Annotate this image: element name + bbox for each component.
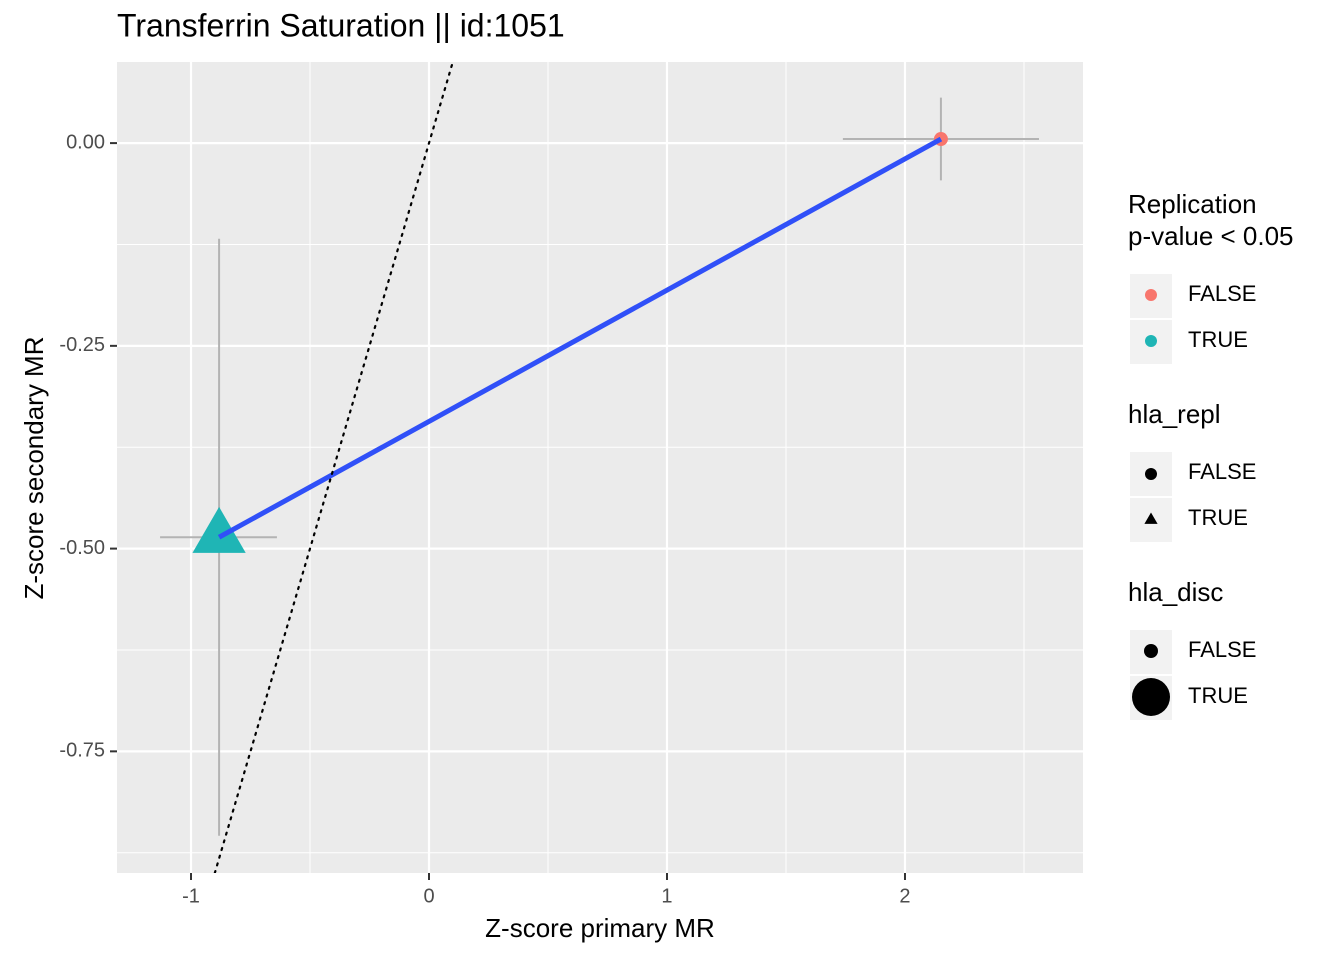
x-tick-label: 1 <box>661 885 672 907</box>
y-tick-label: -0.25 <box>59 334 105 356</box>
legend-title: p-value < 0.05 <box>1128 221 1294 251</box>
legend-title: Replication <box>1128 189 1257 219</box>
y-tick-label: -0.75 <box>59 740 105 762</box>
identity-line <box>213 62 454 873</box>
chart-title: Transferrin Saturation || id:1051 <box>117 7 565 43</box>
fit-line <box>217 136 943 540</box>
y-tick-label: 0.00 <box>66 131 105 153</box>
x-tick-label: 2 <box>899 885 910 907</box>
panel <box>117 62 1083 873</box>
legend-swatch <box>1132 678 1170 716</box>
legend-swatch <box>1145 468 1157 480</box>
x-tick-label: 0 <box>423 885 434 907</box>
legend-label: FALSE <box>1188 281 1256 306</box>
legend-swatch <box>1145 335 1157 347</box>
legend-swatch <box>1144 644 1158 658</box>
x-axis-label: Z-score primary MR <box>485 913 715 943</box>
y-tick-label: -0.50 <box>59 537 105 559</box>
legend-title: hla_disc <box>1128 577 1223 607</box>
plot-area <box>117 62 1083 873</box>
legend-label: TRUE <box>1188 683 1248 708</box>
legend-swatch <box>1145 289 1157 301</box>
legend-swatch <box>1144 512 1158 524</box>
y-axis-label: Z-score secondary MR <box>19 337 49 600</box>
point <box>192 506 246 553</box>
legend-title: hla_repl <box>1128 399 1221 429</box>
legend-label: TRUE <box>1188 327 1248 352</box>
legend-label: TRUE <box>1188 505 1248 530</box>
legend-label: FALSE <box>1188 637 1256 662</box>
legend-label: FALSE <box>1188 459 1256 484</box>
x-tick-label: -1 <box>182 885 200 907</box>
